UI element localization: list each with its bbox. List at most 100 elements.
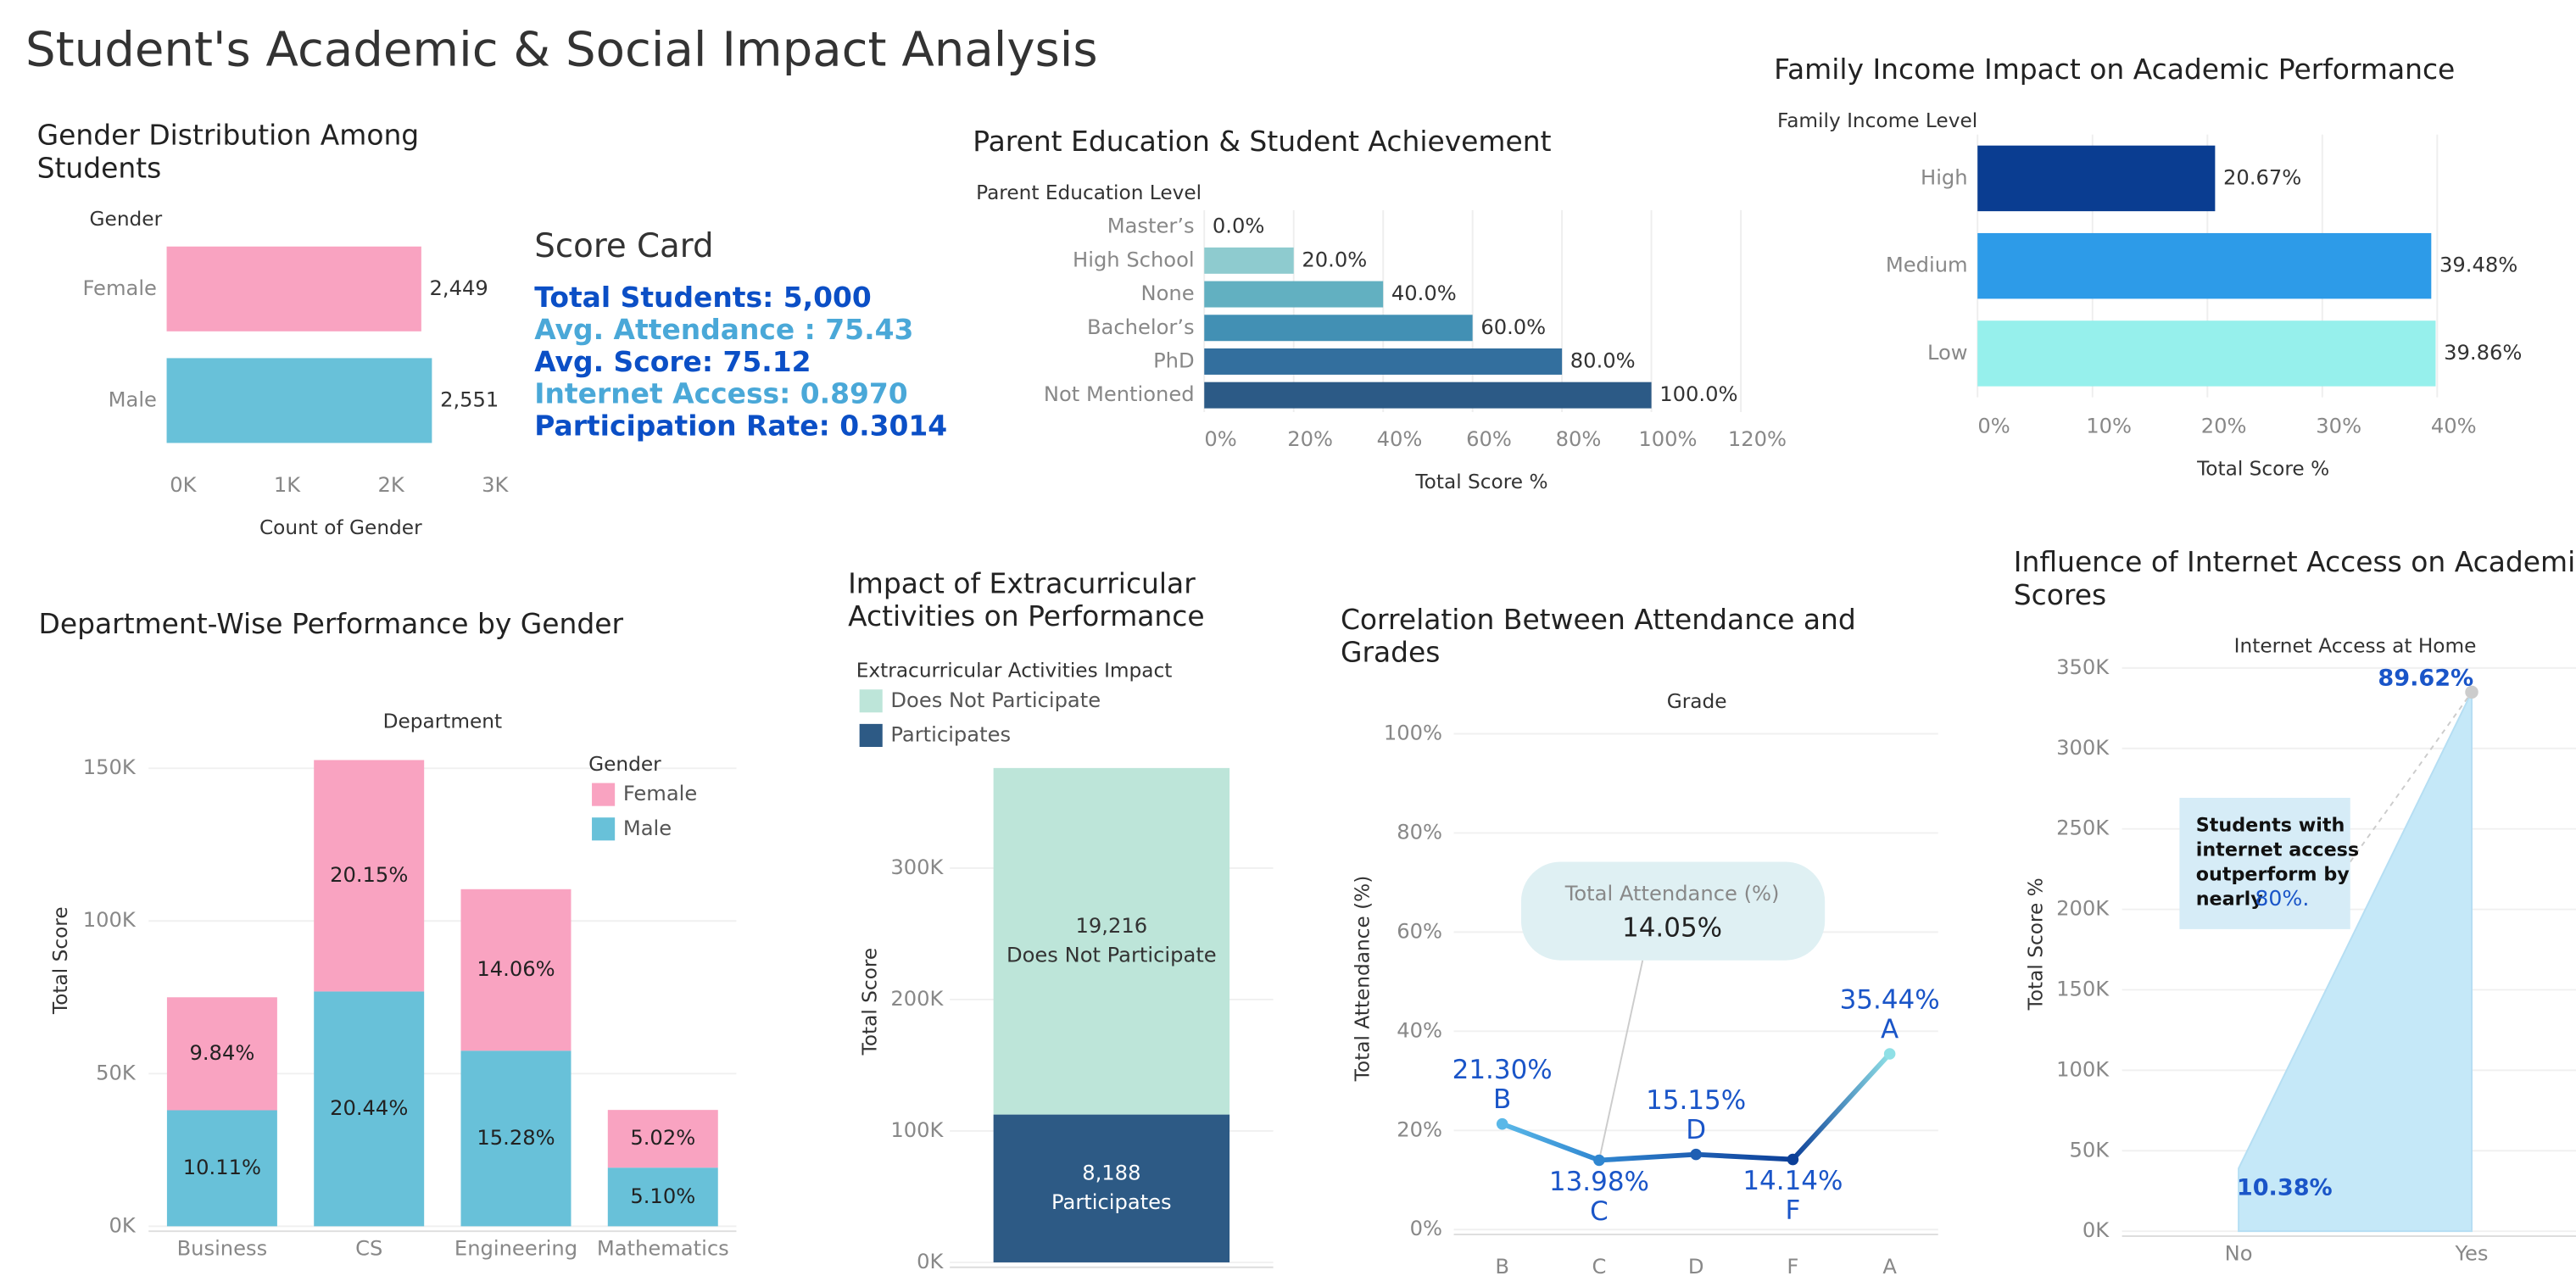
y-tick-label: 100K [83, 908, 137, 932]
legend-title: Gender [588, 753, 661, 776]
value-label: 10.38% [2237, 1174, 2333, 1201]
segment-label: Participates [1051, 1190, 1172, 1214]
x-tick-label: A [1882, 1255, 1897, 1279]
chart-title: Department-Wise Performance by Gender [39, 607, 624, 640]
annotation-highlight: 80%. [2255, 886, 2309, 911]
x-tick-label: 0% [1204, 427, 1236, 451]
x-tick-label: 80% [1556, 427, 1602, 451]
x-tick-label: Mathematics [597, 1236, 729, 1260]
y-tick-label: 0K [2083, 1218, 2110, 1242]
score-card-item: Total Students: 5,000 [534, 281, 872, 314]
point [1883, 1048, 1896, 1060]
y-axis-label: Total Score [859, 948, 882, 1056]
score-card-title: Score Card [534, 227, 713, 265]
axis-header: Gender [90, 208, 163, 231]
y-tick-label: Male [109, 387, 157, 411]
y-tick-label: 200K [2056, 897, 2110, 921]
value-label: 40.0% [1391, 281, 1457, 305]
bar [1204, 247, 1294, 274]
chart-title: Impact of Extracurricular Activities on … [848, 566, 1205, 632]
bar-segment [314, 760, 425, 992]
x-tick-label: 0% [1977, 414, 2010, 437]
point [1787, 1153, 1799, 1166]
chart-title: Family Income Impact on Academic Perform… [1774, 53, 2455, 86]
bar [1977, 232, 2432, 299]
y-tick-label: 40% [1397, 1018, 1442, 1042]
x-tick-label: 1K [274, 473, 301, 497]
y-tick-label: 100K [2056, 1057, 2110, 1081]
y-axis-label: Total Score [49, 906, 72, 1015]
bar-segment [460, 1050, 572, 1227]
segment-label: 19,216 [1076, 914, 1148, 938]
chart-title: Correlation Between Attendance and Grade… [1341, 602, 1865, 668]
legend-swatch [859, 723, 883, 747]
bar-segment [993, 767, 1230, 1115]
bar [1204, 281, 1384, 308]
legend-swatch [592, 783, 616, 806]
legend-swatch [592, 817, 616, 841]
value-label: 60.0% [1480, 315, 1546, 339]
value-label: 0.0% [1213, 214, 1264, 238]
x-tick-label: 20% [1287, 427, 1333, 451]
segment-label: 8,188 [1082, 1161, 1140, 1184]
y-tick-label: 100K [890, 1118, 944, 1142]
area [2238, 691, 2473, 1233]
value-label: 20.0% [1302, 248, 1367, 271]
legend-label: Female [623, 782, 697, 805]
value-label: 14.14% [1742, 1166, 1843, 1196]
annotation-box [2179, 798, 2350, 929]
callout-label: Total Attendance (%) [1564, 882, 1780, 905]
bar-segment [314, 991, 425, 1227]
segment-label: 15.28% [477, 1126, 555, 1150]
callout-pointer [1597, 960, 1644, 1161]
x-axis-header: Grade [1667, 690, 1727, 713]
legend-label: Male [623, 816, 672, 840]
x-tick-label: No [2225, 1241, 2253, 1265]
value-label: 15.15% [1646, 1085, 1746, 1116]
bar [166, 246, 421, 332]
chart-title: Parent Education & Student Achievement [973, 125, 1551, 158]
x-axis-header: Department [383, 710, 503, 733]
chart-title: Influence of Internet Access on Academic… [2014, 545, 2576, 611]
point-category: B [1493, 1084, 1511, 1115]
y-tick-label: 60% [1397, 919, 1442, 943]
x-tick-label: B [1495, 1255, 1509, 1279]
bar [1977, 320, 2436, 387]
y-tick-label: 50K [2069, 1138, 2110, 1162]
y-tick-label: 250K [2056, 816, 2110, 840]
point-category: F [1785, 1195, 1800, 1226]
y-tick-label: 150K [2056, 977, 2110, 1000]
x-tick-label: D [1688, 1255, 1704, 1279]
annotation-text: nearly [2196, 889, 2264, 911]
x-tick-label: Engineering [454, 1236, 577, 1260]
y-tick-label: Low [1927, 341, 1968, 365]
y-axis-label: Total Score % [2024, 878, 2047, 1011]
score-card-item: Avg. Attendance : 75.43 [534, 313, 913, 346]
segment-label: 20.15% [330, 863, 408, 887]
point [1593, 1154, 1605, 1167]
legend-title: Extracurricular Activities Impact [856, 659, 1173, 682]
y-tick-label: 80% [1397, 820, 1442, 844]
y-tick-label: 300K [890, 855, 944, 879]
y-tick-label: 0% [1410, 1217, 1442, 1240]
segment-label: 14.06% [477, 957, 555, 981]
x-tick-label: 40% [1377, 427, 1423, 451]
x-tick-label: 40% [2431, 414, 2477, 437]
x-axis-label: Count of Gender [259, 516, 422, 539]
value-label: 35.44% [1840, 985, 1940, 1016]
x-axis-label: Total Score % [2196, 457, 2329, 480]
y-tick-label: 20% [1397, 1117, 1442, 1141]
x-tick-label: Yes [2454, 1241, 2488, 1265]
y-tick-label: 100% [1384, 721, 1442, 744]
segment-label: 5.02% [630, 1126, 695, 1150]
x-tick-label: 30% [2316, 414, 2361, 437]
bar [1204, 315, 1473, 342]
y-tick-label: 0K [917, 1250, 944, 1273]
legend-swatch [859, 689, 883, 713]
segment-label: 9.84% [189, 1041, 254, 1065]
axis-header: Family Income Level [1777, 109, 1977, 132]
value-label: 100.0% [1659, 382, 1737, 406]
bar-segment [607, 1110, 718, 1168]
axis-header: Parent Education Level [976, 181, 1202, 204]
